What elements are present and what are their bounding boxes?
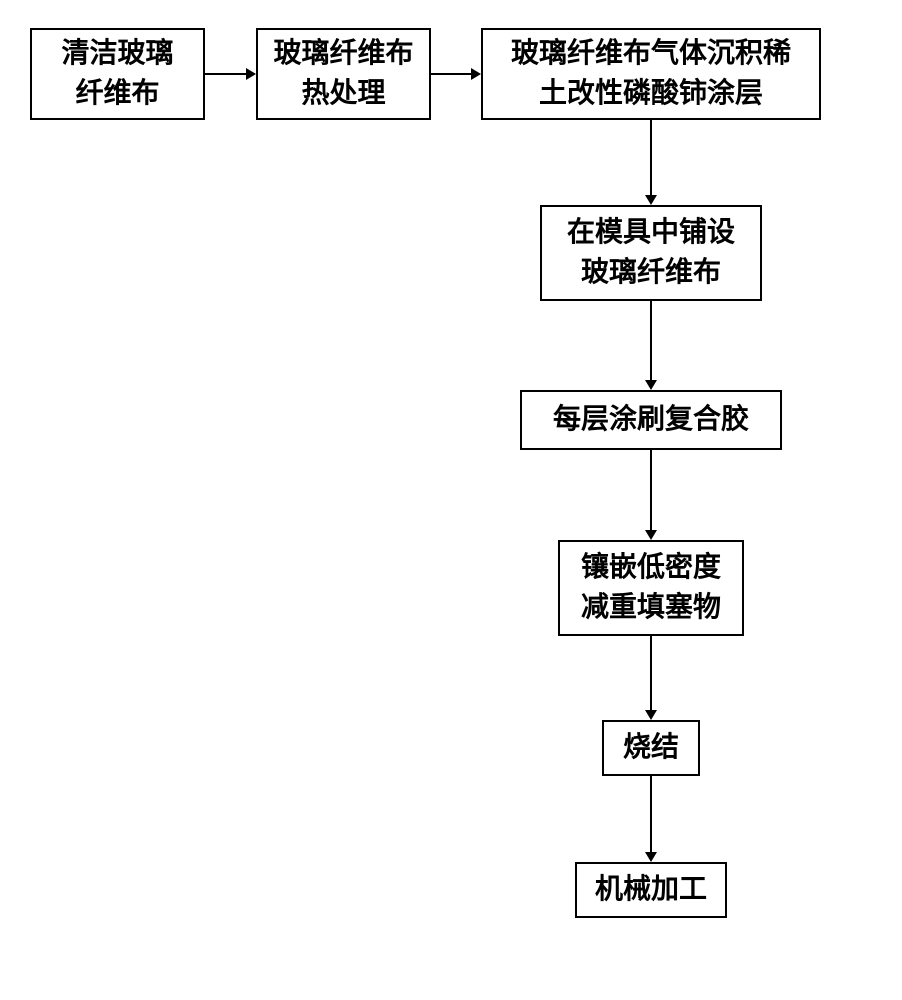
node-label: 镶嵌低密度 减重填塞物 <box>581 548 721 628</box>
flowchart-arrow <box>650 450 652 532</box>
flowchart-arrow <box>650 776 652 854</box>
node-label: 在模具中铺设 玻璃纤维布 <box>567 213 735 293</box>
flowchart-node: 机械加工 <box>575 862 727 918</box>
flowchart-node: 镶嵌低密度 减重填塞物 <box>558 540 744 636</box>
arrow-head-icon <box>645 852 657 862</box>
flowchart-node: 每层涂刷复合胶 <box>520 390 782 450</box>
arrow-head-icon <box>471 68 481 80</box>
flowchart-node: 烧结 <box>602 720 700 776</box>
arrow-head-icon <box>246 68 256 80</box>
node-label: 每层涂刷复合胶 <box>553 400 749 440</box>
arrow-head-icon <box>645 530 657 540</box>
flowchart-arrow <box>650 636 652 712</box>
flowchart-arrow <box>205 73 248 75</box>
flowchart-node: 玻璃纤维布 热处理 <box>256 28 431 120</box>
node-label: 机械加工 <box>595 870 707 910</box>
arrow-head-icon <box>645 710 657 720</box>
flowchart-node: 清洁玻璃 纤维布 <box>30 28 205 120</box>
flowchart-arrow <box>650 120 652 197</box>
node-label: 玻璃纤维布气体沉积稀 土改性磷酸铈涂层 <box>511 34 791 114</box>
flowchart-node: 在模具中铺设 玻璃纤维布 <box>540 205 762 301</box>
arrow-head-icon <box>645 195 657 205</box>
node-label: 烧结 <box>623 728 679 768</box>
flowchart-arrow <box>431 73 473 75</box>
arrow-head-icon <box>645 380 657 390</box>
node-label: 清洁玻璃 纤维布 <box>61 34 173 114</box>
node-label: 玻璃纤维布 热处理 <box>273 34 413 114</box>
flowchart-arrow <box>650 301 652 382</box>
flowchart-node: 玻璃纤维布气体沉积稀 土改性磷酸铈涂层 <box>481 28 821 120</box>
